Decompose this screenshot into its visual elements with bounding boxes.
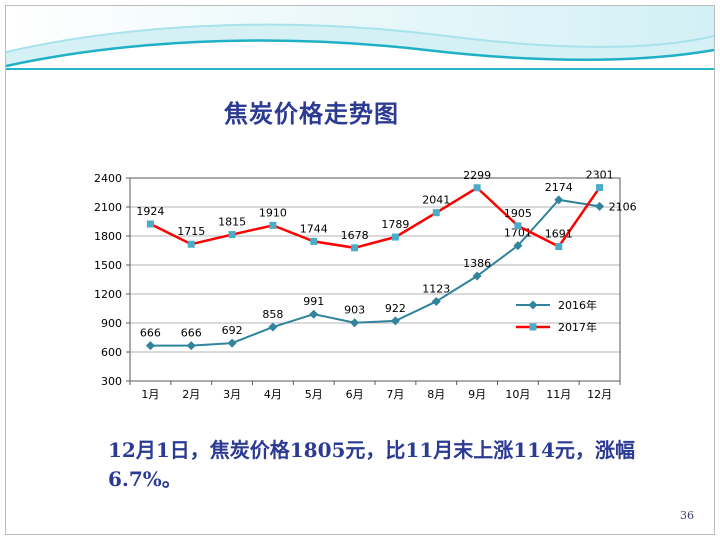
series-marker	[596, 184, 604, 192]
x-axis-label: 7月	[386, 388, 404, 401]
data-label: 1691	[545, 228, 573, 241]
y-axis-label: 600	[101, 346, 122, 359]
x-axis-label: 1月	[141, 388, 159, 401]
data-label: 1905	[504, 207, 532, 220]
series-marker	[186, 341, 196, 351]
y-axis-label: 2100	[94, 201, 122, 214]
data-label: 903	[344, 304, 365, 317]
x-axis-label: 4月	[264, 388, 282, 401]
data-label: 692	[222, 324, 243, 337]
legend-marker	[529, 323, 537, 331]
series-marker	[390, 316, 400, 326]
series-marker	[187, 240, 195, 248]
data-label: 858	[262, 308, 283, 321]
series-marker	[513, 241, 523, 251]
series-marker	[145, 341, 155, 351]
caption-text: 12月1日，焦炭价格1805元，比11月末上涨114元，涨幅6.7%。	[108, 438, 635, 491]
header-wave-decoration	[6, 6, 714, 70]
data-label: 922	[385, 302, 406, 315]
data-label: 666	[140, 327, 161, 340]
x-axis-label: 8月	[427, 388, 445, 401]
series-line-2017年	[149, 186, 601, 250]
series-marker	[554, 195, 564, 205]
page-title: 焦炭价格走势图	[224, 99, 399, 128]
page-number: 36	[680, 509, 694, 522]
series-marker	[309, 309, 319, 319]
series-marker	[228, 231, 236, 239]
series-marker	[391, 233, 399, 241]
data-label: 2299	[463, 169, 491, 182]
x-axis-label: 11月	[546, 388, 571, 401]
legend-label: 2016年	[558, 298, 597, 312]
data-label: 1715	[177, 225, 205, 238]
series-marker	[146, 220, 154, 228]
series-marker	[432, 209, 440, 217]
series-marker	[268, 322, 278, 332]
y-axis-label: 1800	[94, 230, 122, 243]
series-marker	[514, 222, 522, 230]
data-label: 2041	[422, 194, 450, 207]
data-label: 1815	[218, 216, 246, 229]
y-axis-label: 1500	[94, 259, 122, 272]
series-marker	[431, 296, 441, 306]
series-marker	[595, 201, 605, 211]
series-marker	[310, 237, 318, 245]
data-label: 1678	[341, 229, 369, 242]
data-label: 2106	[609, 200, 637, 213]
series-marker	[269, 221, 277, 229]
plot-border	[129, 177, 621, 382]
x-axis-label: 2月	[182, 388, 200, 401]
series-marker	[351, 244, 359, 252]
series-marker	[555, 243, 563, 251]
series-marker	[350, 318, 360, 328]
y-axis-label: 300	[101, 375, 122, 388]
y-axis-label: 1200	[94, 288, 122, 301]
data-label: 2301	[586, 169, 614, 182]
wave-stroke-light	[6, 23, 714, 53]
x-axis-label: 5月	[305, 388, 323, 401]
data-label: 1924	[136, 205, 164, 218]
y-axis-label: 2400	[94, 172, 122, 185]
data-label: 2174	[545, 181, 573, 194]
x-axis-label: 12月	[587, 388, 612, 401]
series-marker	[472, 271, 482, 281]
wave-band-fill	[6, 24, 714, 66]
x-axis-label: 9月	[468, 388, 486, 401]
x-axis-label: 6月	[346, 388, 364, 401]
series-marker	[227, 338, 237, 348]
legend-marker	[528, 300, 538, 310]
data-label: 1386	[463, 257, 491, 270]
series-marker	[473, 184, 481, 192]
x-axis-label: 10月	[505, 388, 530, 401]
wave-stroke-teal	[6, 39, 714, 68]
data-label: 1910	[259, 206, 287, 219]
x-axis-label: 3月	[223, 388, 241, 401]
data-label: 1789	[381, 218, 409, 231]
data-label: 666	[181, 327, 202, 340]
wave-top-fill	[6, 6, 714, 52]
legend-label: 2017年	[558, 320, 597, 334]
data-label: 991	[303, 295, 324, 308]
y-axis-label: 900	[101, 317, 122, 330]
series-line-2016年	[150, 198, 600, 347]
data-label: 1123	[422, 282, 450, 295]
data-label: 1744	[300, 222, 328, 235]
